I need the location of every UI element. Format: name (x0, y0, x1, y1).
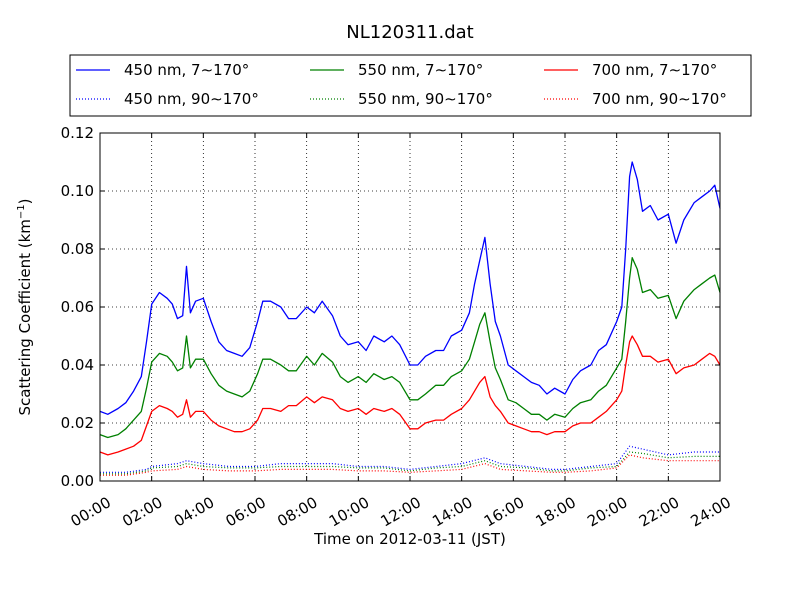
y-axis-label: Scattering Coefficient (km−1) (16, 198, 34, 415)
x-tick-label: 20:00 (584, 493, 630, 530)
y-axis-label-main: Scattering Coefficient (km (16, 219, 34, 415)
y-axis-label-end: ) (16, 198, 34, 204)
series-line-450-nm-7-170 (99, 161, 721, 415)
legend-label: 700 nm, 90∼170° (592, 90, 727, 108)
legend-entries: 450 nm, 7∼170° 550 nm, 7∼170° 700 nm, 7∼17… (76, 61, 727, 108)
y-tick-label: 0.12 (61, 124, 94, 142)
y-tick-label: 0.06 (61, 298, 94, 316)
series-lines (99, 161, 721, 476)
legend-label: 700 nm, 7∼170° (592, 61, 717, 79)
x-tick-label: 08:00 (274, 493, 320, 530)
x-axis-label: Time on 2012-03-11 (JST) (313, 530, 506, 548)
legend-label: 450 nm, 7∼170° (124, 61, 249, 79)
legend-label: 450 nm, 90∼170° (124, 90, 259, 108)
legend-label: 550 nm, 7∼170° (358, 61, 483, 79)
plot-area (99, 132, 721, 482)
x-tick-label: 10:00 (326, 493, 372, 530)
x-tick-label: 06:00 (223, 493, 269, 530)
legend: 450 nm, 7∼170° 550 nm, 7∼170° 700 nm, 7∼17… (69, 54, 752, 117)
x-tick-label: 16:00 (481, 493, 527, 530)
y-tick-label: 0.04 (61, 356, 94, 374)
x-tick-label: 04:00 (171, 493, 217, 530)
series-line-450-nm-90-170 (100, 445, 720, 473)
y-axis-tick-labels: 0.00 0.02 0.04 0.06 0.08 0.10 0.12 (61, 124, 94, 490)
legend-label: 550 nm, 90∼170° (358, 90, 493, 108)
y-axis-label-superscript: −1 (16, 204, 27, 219)
x-axis-tick-labels: 00:00 02:00 04:00 06:00 08:00 10:00 12:00 14:00… (68, 493, 734, 530)
y-tick-label: 0.08 (61, 240, 94, 258)
series-line-550-nm-90-170 (100, 451, 720, 475)
series-line-550-nm-7-170 (99, 257, 721, 439)
x-tick-label: 00:00 (68, 493, 114, 530)
y-tick-label: 0.10 (61, 182, 94, 200)
x-tick-label: 02:00 (119, 493, 165, 530)
chart-title: NL120311.dat (346, 22, 473, 43)
x-tick-label: 12:00 (378, 493, 424, 530)
axis-ticks (99, 132, 721, 482)
x-tick-label: 24:00 (688, 493, 734, 530)
series-line-700-nm-7-170 (99, 335, 721, 456)
x-tick-label: 14:00 (429, 493, 475, 530)
y-tick-label: 0.00 (61, 472, 94, 490)
series-line-700-nm-90-170 (100, 454, 720, 476)
y-tick-label: 0.02 (61, 414, 94, 432)
x-tick-label: 22:00 (636, 493, 682, 530)
x-tick-label: 18:00 (533, 493, 579, 530)
legend-frame (69, 54, 752, 117)
grid-lines (100, 133, 720, 481)
